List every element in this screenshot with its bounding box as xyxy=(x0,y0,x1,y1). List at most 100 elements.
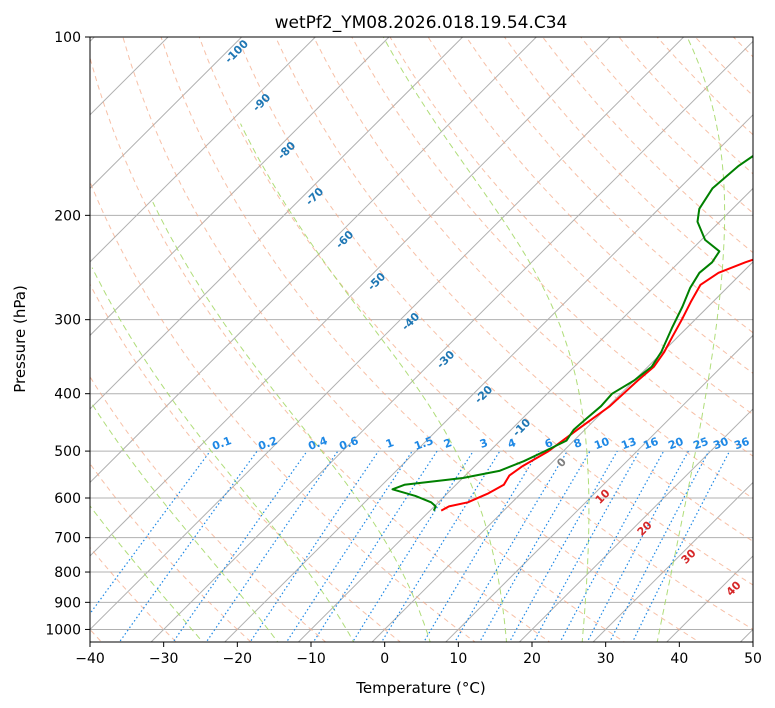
mixing-ratio-line xyxy=(285,450,413,642)
mixing-ratio-label: 10 xyxy=(592,435,611,453)
mixing-ratio-label: 0.1 xyxy=(210,434,233,453)
dry-adiabat xyxy=(90,462,252,642)
y-tick-label: 1000 xyxy=(45,622,81,638)
dry-adiabat xyxy=(90,180,476,642)
y-tick-label: 200 xyxy=(54,208,81,224)
mixing-ratio-line xyxy=(380,450,501,642)
isotherm-gridline xyxy=(371,261,753,642)
mixing-ratio-label: 30 xyxy=(711,435,730,453)
y-tick-label: 100 xyxy=(54,30,81,46)
isotherm-gridline xyxy=(90,37,317,263)
isotherm-gridline xyxy=(90,37,538,484)
x-tick-label: −10 xyxy=(296,651,326,667)
dry-adiabat xyxy=(465,37,753,334)
dry-adiabat xyxy=(236,37,753,586)
dry-adiabat xyxy=(160,37,701,642)
isotherm-gridline xyxy=(90,37,243,190)
x-tick-label: 30 xyxy=(597,651,615,667)
y-tick-label: 400 xyxy=(54,387,81,403)
mixing-ratio-line xyxy=(559,450,665,642)
mixing-ratio-line xyxy=(312,450,438,642)
moist-adiabat xyxy=(382,37,590,642)
mixing-ratio-label: 16 xyxy=(641,435,660,453)
dry-adiabat xyxy=(198,37,753,630)
isotherm-gridline xyxy=(90,37,611,557)
x-axis-label: Temperature (°C) xyxy=(355,679,485,697)
mixing-ratio-line xyxy=(586,450,689,642)
mixing-ratio-line xyxy=(351,450,474,642)
dry-adiabat xyxy=(274,37,753,542)
mixing-ratio-label: 0.6 xyxy=(337,434,360,453)
mixing-ratio-line xyxy=(118,450,258,642)
isotherm-gridline xyxy=(150,40,753,642)
mixing-ratio-label: 3 xyxy=(478,436,490,451)
moist-adiabat xyxy=(91,267,355,642)
y-tick-label: 300 xyxy=(54,313,81,329)
sounding-series xyxy=(391,154,753,512)
dry-adiabat xyxy=(90,283,402,642)
x-tick-label: −20 xyxy=(223,651,253,667)
mixing-ratio-line xyxy=(423,450,540,642)
x-axis-ticks: −40 −30 −20 −10 0 10 20 30 40 50 xyxy=(75,642,762,667)
mixing-ratio-label: 2 xyxy=(442,436,454,451)
mixing-ratio-label: 4 xyxy=(506,436,518,451)
x-tick-label: 0 xyxy=(380,651,389,667)
moist-adiabat xyxy=(656,37,726,642)
dry-adiabat xyxy=(90,55,551,642)
x-tick-label: −40 xyxy=(75,651,105,667)
isotherm-gridline xyxy=(90,37,464,410)
isotherm-gridline xyxy=(224,114,753,642)
dewpoint-line xyxy=(391,154,753,512)
x-tick-label: 20 xyxy=(523,651,541,667)
mixing-ratio-line xyxy=(205,450,339,642)
mixing-ratio-label: 20 xyxy=(666,435,685,453)
mixing-ratio-label: 0.4 xyxy=(306,434,329,453)
isotherm-gridline xyxy=(592,481,753,642)
temperature-line xyxy=(440,258,753,512)
dry-adiabats xyxy=(90,37,753,642)
isotherm-gridline xyxy=(518,408,753,642)
moist-adiabat xyxy=(152,201,431,642)
isotherm-gridline xyxy=(445,334,753,642)
x-tick-label: 10 xyxy=(449,651,467,667)
mixing-ratio-line xyxy=(508,450,618,642)
mixing-ratio-label: 36 xyxy=(732,435,751,453)
mixing-ratio-label: 1 xyxy=(384,436,396,451)
y-tick-label: 900 xyxy=(54,595,81,611)
dry-adiabat xyxy=(389,37,753,416)
mixing-ratio-label: 6 xyxy=(543,436,555,451)
mixing-ratio-label: 0.2 xyxy=(256,434,279,453)
y-tick-label: 800 xyxy=(54,565,81,581)
y-axis-ticks: 100 200 300 400 500 600 700 800 900 1000 xyxy=(45,30,90,638)
mixing-ratio-lines xyxy=(90,450,731,642)
grid-lines xyxy=(90,37,753,642)
y-tick-label: 500 xyxy=(54,444,81,460)
mixing-ratio-label: 13 xyxy=(619,435,638,452)
y-tick-label: 600 xyxy=(54,491,81,507)
y-tick-label: 700 xyxy=(54,531,81,547)
isotherm-gridline xyxy=(90,37,685,631)
chart-title: wetPf2_YM08.2026.018.19.54.C34 xyxy=(275,13,568,33)
moist-adiabat xyxy=(90,505,204,642)
dry-adiabat xyxy=(122,37,626,642)
isotherm-gridline xyxy=(297,187,753,642)
x-tick-label: 50 xyxy=(744,651,762,667)
mixing-ratio-label: 8 xyxy=(572,436,584,451)
mixing-ratio-line xyxy=(249,450,379,642)
mixing-ratio-line xyxy=(533,450,640,642)
mixing-ratio-label: 1.5 xyxy=(412,434,435,453)
dry-adiabat xyxy=(90,375,327,642)
mixing-ratio-line xyxy=(479,450,591,642)
x-tick-label: −30 xyxy=(149,651,179,667)
mixing-ratio-label: 25 xyxy=(691,435,710,452)
y-axis-label: Pressure (hPa) xyxy=(11,285,29,393)
moist-adiabat xyxy=(90,400,279,642)
plot-frame xyxy=(89,36,754,643)
x-tick-label: 40 xyxy=(670,651,688,667)
moist-adiabat xyxy=(240,123,508,642)
moist-adiabats xyxy=(90,37,726,642)
isotherm-gridline xyxy=(90,37,390,337)
mixing-ratio-line xyxy=(454,450,568,642)
